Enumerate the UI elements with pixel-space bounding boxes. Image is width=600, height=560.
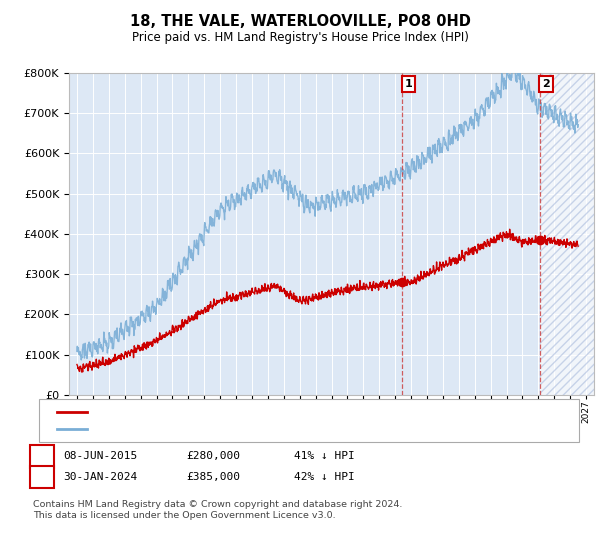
- Text: 1: 1: [404, 79, 412, 89]
- Text: 2: 2: [38, 470, 46, 484]
- Text: HPI: Average price, detached house, East Hampshire: HPI: Average price, detached house, East…: [93, 424, 368, 434]
- Text: 30-JAN-2024: 30-JAN-2024: [63, 472, 137, 482]
- Text: 18, THE VALE, WATERLOOVILLE, PO8 0HD (detached house): 18, THE VALE, WATERLOOVILLE, PO8 0HD (de…: [93, 407, 403, 417]
- Text: 42% ↓ HPI: 42% ↓ HPI: [294, 472, 355, 482]
- Text: 41% ↓ HPI: 41% ↓ HPI: [294, 451, 355, 461]
- Text: Price paid vs. HM Land Registry's House Price Index (HPI): Price paid vs. HM Land Registry's House …: [131, 31, 469, 44]
- Text: 1: 1: [38, 450, 46, 463]
- Text: 08-JUN-2015: 08-JUN-2015: [63, 451, 137, 461]
- Text: Contains HM Land Registry data © Crown copyright and database right 2024.
This d: Contains HM Land Registry data © Crown c…: [33, 500, 403, 520]
- Text: 18, THE VALE, WATERLOOVILLE, PO8 0HD: 18, THE VALE, WATERLOOVILLE, PO8 0HD: [130, 14, 470, 29]
- Text: £385,000: £385,000: [186, 472, 240, 482]
- Text: 2: 2: [542, 79, 550, 89]
- Text: £280,000: £280,000: [186, 451, 240, 461]
- Polygon shape: [539, 73, 594, 395]
